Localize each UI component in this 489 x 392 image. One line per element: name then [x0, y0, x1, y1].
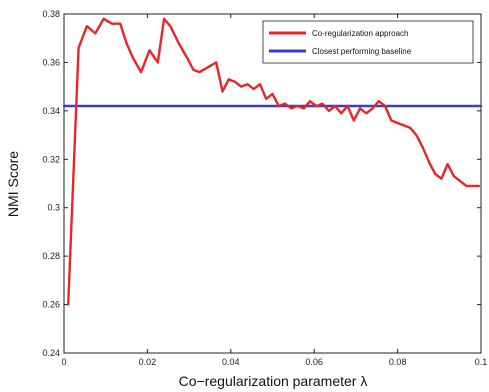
series-group [62, 17, 483, 306]
legend-label-baseline: Closest performing baseline [312, 47, 412, 56]
series-line-co-regularization [66, 17, 481, 306]
x-tick-label: 0.06 [305, 357, 323, 367]
y-tick-label: 0.24 [42, 348, 60, 358]
legend-box [262, 20, 474, 64]
x-tick-label: 0.1 [475, 357, 488, 367]
y-tick-label: 0.38 [42, 9, 60, 19]
plot-area [63, 13, 482, 354]
y-tick-label: 0.32 [42, 154, 60, 164]
y-tick-label: 0.28 [42, 251, 60, 261]
x-tick-label: 0.04 [222, 357, 240, 367]
y-tick-label: 0.3 [47, 203, 60, 213]
y-tick-label: 0.36 [42, 57, 60, 67]
x-tick-label: 0.02 [139, 357, 157, 367]
y-axis-label: NMI Score [5, 151, 21, 217]
legend-label-co-regularization: Co-regularization approach [312, 29, 409, 38]
y-tick-label: 0.26 [42, 300, 60, 310]
x-tick-label: 0.08 [389, 357, 407, 367]
y-tick-label: 0.34 [42, 106, 60, 116]
ticks-group: 0 0.02 0.04 0.06 0.08 0.1 0.24 0.26 0.28 0.3 0.32 0… [42, 9, 487, 367]
x-axis-label: Co−regularization parameter λ [179, 373, 368, 389]
x-tick-label: 0 [61, 357, 66, 367]
legend: Co-regularization approach Closest perfo… [262, 20, 474, 64]
